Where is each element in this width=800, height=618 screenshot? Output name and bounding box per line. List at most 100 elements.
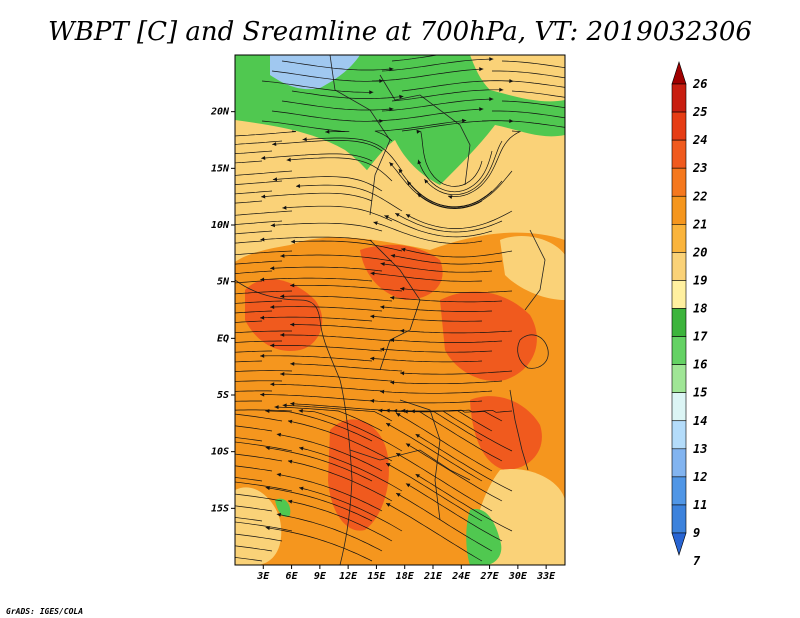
- streamline: [235, 130, 297, 137]
- streamline-arrow: [226, 143, 230, 147]
- colorbar-swatch: [671, 476, 687, 506]
- streamline: [390, 254, 503, 265]
- streamline: [370, 400, 483, 404]
- streamline-arrow: [499, 87, 504, 92]
- lon-tick-label: 6E: [286, 571, 299, 582]
- streamline: [287, 420, 393, 462]
- streamline-arrow: [415, 474, 420, 478]
- streamline-arrow: [395, 213, 400, 217]
- streamline-arrow: [265, 446, 270, 451]
- streamline-arrow: [569, 66, 573, 70]
- streamline: [272, 140, 383, 152]
- streamline-arrow: [396, 413, 401, 417]
- streamline-arrow: [379, 119, 384, 123]
- streamline: [235, 310, 273, 314]
- streamline: [235, 220, 283, 225]
- streamline: [384, 215, 493, 238]
- streamline: [265, 487, 373, 522]
- streamline-arrow: [479, 107, 484, 112]
- streamline: [235, 557, 263, 562]
- streamline: [235, 441, 293, 452]
- streamline-arrow: [280, 372, 285, 376]
- streamline: [380, 306, 493, 312]
- streamline: [235, 477, 263, 482]
- streamline-arrow: [228, 253, 232, 257]
- lon-tick-label: 12E: [339, 571, 358, 582]
- streamline-arrow: [226, 202, 230, 206]
- streamline-arrow: [228, 350, 232, 354]
- streamline: [370, 357, 483, 363]
- streamline-arrow: [226, 475, 230, 479]
- lon-tick-label: 3E: [256, 571, 270, 582]
- streamline-arrow: [265, 409, 270, 413]
- streamline-arrow: [373, 221, 378, 226]
- streamline-arrow: [270, 223, 275, 228]
- streamline-arrow: [396, 493, 401, 497]
- colorbar-label: 24: [692, 133, 707, 147]
- streamline: [282, 404, 393, 422]
- streamline: [395, 492, 493, 552]
- streamline: [290, 284, 403, 292]
- wbpt-region-hot-west: [245, 279, 323, 351]
- map-panel: [226, 55, 573, 565]
- streamline: [371, 68, 484, 82]
- colorbar-label: 25: [692, 105, 707, 119]
- streamline: [260, 394, 373, 402]
- streamline: [417, 150, 493, 193]
- streamline-arrow: [226, 380, 230, 384]
- streamline: [405, 443, 503, 502]
- streamline-arrow: [407, 181, 412, 186]
- streamline-arrow: [286, 157, 291, 162]
- streamline-arrow: [226, 302, 230, 306]
- colorbar-label: 15: [693, 386, 707, 400]
- colorbar-swatch: [671, 280, 687, 309]
- wbpt-region-hot-south: [328, 419, 389, 531]
- streamline-arrow: [509, 119, 514, 123]
- lon-tick-label: 15E: [367, 571, 386, 582]
- streamline: [235, 330, 292, 334]
- colorbar-swatch: [671, 504, 687, 534]
- lon-tick-label: 30E: [508, 571, 528, 582]
- streamline: [235, 230, 273, 235]
- lat-tick-label: 5N: [217, 277, 230, 288]
- streamline-arrow: [396, 453, 401, 457]
- streamline-arrow: [448, 195, 453, 199]
- wbpt-region-green-south: [466, 509, 502, 565]
- streamline: [235, 517, 263, 522]
- streamline: [235, 170, 293, 176]
- wbpt-region-cool-east-upper: [500, 235, 565, 300]
- streamline: [270, 266, 383, 272]
- grads-credit: GrADS: IGES/COLA: [6, 607, 83, 616]
- colorbar-label: 13: [693, 442, 707, 456]
- streamline: [235, 481, 293, 492]
- streamline: [260, 277, 373, 282]
- streamline-arrow: [290, 283, 295, 288]
- lon-tick-label: 27E: [480, 571, 500, 582]
- colorbar-swatch: [671, 111, 687, 141]
- streamline: [385, 422, 483, 482]
- streamline: [260, 355, 373, 362]
- streamline-arrow: [226, 435, 230, 439]
- streamline-arrow: [400, 328, 405, 333]
- streamline: [281, 60, 394, 71]
- streamline: [380, 263, 493, 273]
- streamlines: [226, 55, 573, 562]
- streamline-arrow: [228, 464, 232, 468]
- streamline-arrow: [227, 532, 231, 536]
- streamline-arrow: [228, 192, 232, 196]
- colorbar-swatch: [671, 139, 687, 169]
- streamline: [378, 410, 483, 442]
- streamline: [235, 505, 273, 512]
- streamline-arrow: [380, 347, 385, 352]
- streamline: [380, 348, 493, 353]
- streamline-arrow: [261, 156, 266, 160]
- streamline-arrow: [369, 90, 374, 95]
- colorbar-label: 11: [693, 498, 707, 512]
- streamline: [385, 462, 483, 522]
- streamline: [405, 483, 503, 542]
- streamline: [286, 157, 393, 182]
- streamline-arrow: [287, 419, 293, 424]
- streamline: [424, 140, 503, 196]
- streamline-arrow: [401, 247, 406, 252]
- streamline: [235, 425, 273, 432]
